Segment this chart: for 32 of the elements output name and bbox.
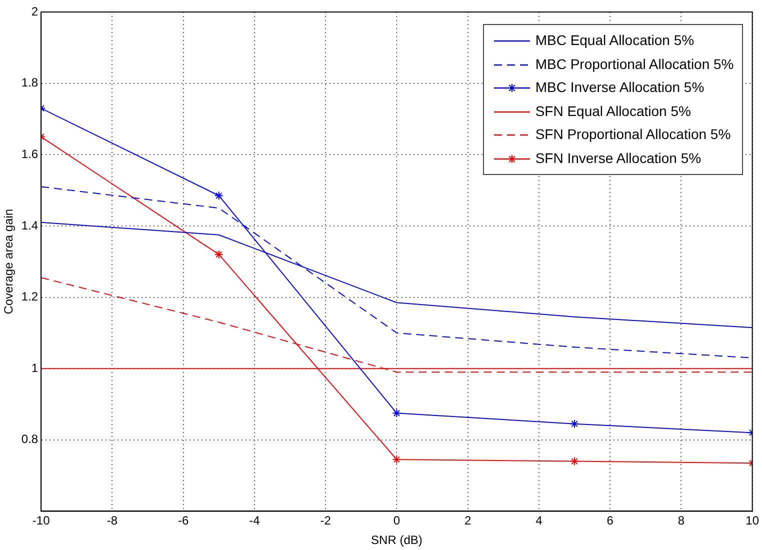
x-tick-label: -8 bbox=[106, 514, 118, 528]
x-tick-label: 0 bbox=[393, 514, 400, 528]
y-tick-label: 1.4 bbox=[21, 218, 38, 232]
y-tick-label: 2 bbox=[31, 4, 38, 18]
x-tick-label: 4 bbox=[536, 514, 543, 528]
legend-label: SFN Proportional Allocation 5% bbox=[535, 126, 731, 142]
legend-label: SFN Inverse Allocation 5% bbox=[535, 150, 702, 166]
legend-label: MBC Inverse Allocation 5% bbox=[535, 79, 704, 95]
y-axis-title: Coverage area gain bbox=[2, 208, 16, 314]
x-tick-label: -6 bbox=[178, 514, 189, 528]
legend-label: MBC Proportional Allocation 5% bbox=[535, 56, 734, 72]
x-tick-label: 6 bbox=[606, 514, 614, 528]
x-axis-title: SNR (dB) bbox=[371, 533, 422, 548]
point bbox=[214, 191, 224, 200]
y-tick-label: 1.6 bbox=[21, 146, 38, 161]
y-tick-label: 0.8 bbox=[21, 432, 38, 446]
y-tick-label: 1 bbox=[31, 360, 38, 375]
point bbox=[570, 419, 580, 428]
point bbox=[392, 408, 402, 418]
x-tick-label: 8 bbox=[678, 514, 685, 528]
x-tick-label: 10 bbox=[746, 514, 760, 528]
point bbox=[214, 250, 224, 259]
y-tick-label: 1.8 bbox=[21, 76, 38, 90]
x-tick-label: 2 bbox=[464, 514, 472, 528]
y-tick-label: 1.2 bbox=[21, 290, 38, 304]
point bbox=[570, 456, 580, 466]
legend-label: SFN Equal Allocation 5% bbox=[535, 102, 691, 118]
x-tick-label: -2 bbox=[320, 514, 332, 528]
legend-label: MBC Equal Allocation 5% bbox=[535, 32, 694, 48]
x-tick-label: -10 bbox=[32, 514, 50, 528]
point bbox=[392, 454, 402, 464]
x-tick-label: -4 bbox=[249, 514, 260, 528]
